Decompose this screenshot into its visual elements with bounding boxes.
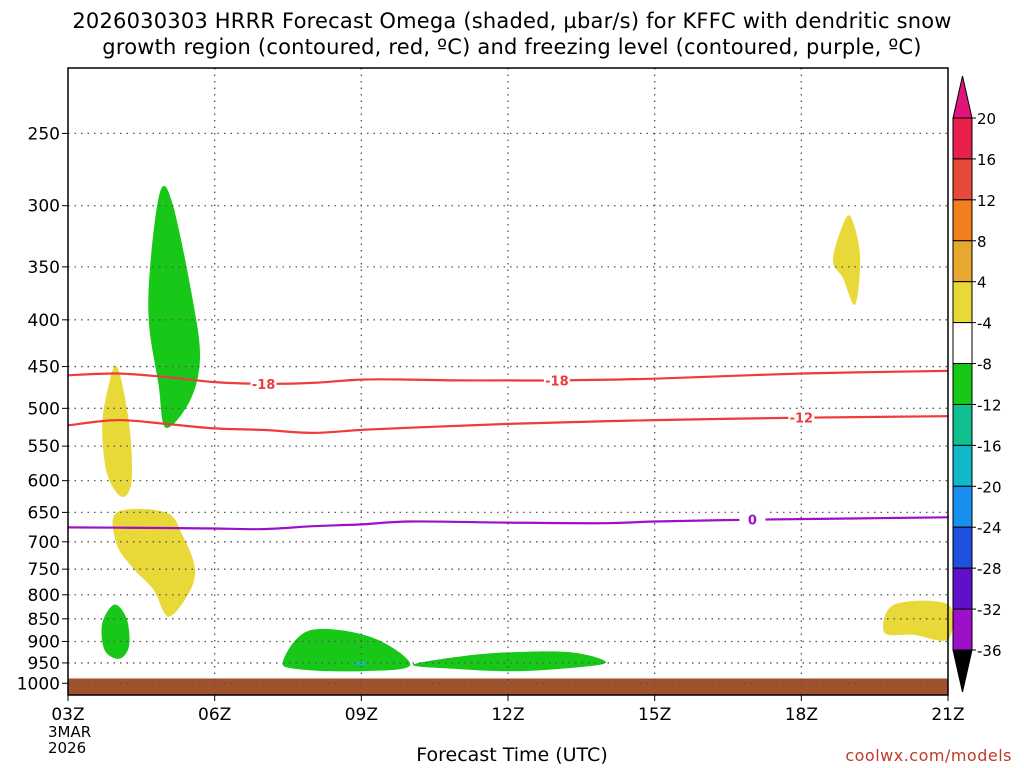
x-tick-label-15Z: 15Z [638,705,671,725]
x-tick-label-09Z: 09Z [345,705,378,725]
y-tick-label-500: 500 [28,399,60,419]
colorbar-band-3 [952,240,973,283]
omega-yellow-upper-right [833,215,861,306]
omega-green-boundary-2 [412,651,606,672]
dendritic-bottom-line [67,415,949,435]
omega-teal-spot [351,661,369,666]
start-date-year: 2026 [48,739,87,757]
chart-title-line-1: 2026030303 HRRR Forecast Omega (shaded, … [72,9,952,33]
colorbar-top-arrow [952,75,973,119]
omega-green-boundary-1 [282,628,411,672]
colorbar-label-11: -28 [977,560,1002,578]
x-tick-label-06Z: 06Z [198,705,231,725]
x-tick-label-03Z: 03Z [51,705,84,725]
freezing-level-line [67,516,949,531]
y-tick-label-300: 300 [28,197,60,217]
x-tick-label-12Z: 12Z [491,705,524,725]
colorbar-label-2: 12 [977,192,996,210]
colorbar-bottom-arrow [952,649,973,693]
omega-green-upper [148,185,201,428]
dendritic-bottom-label-bg-0 [788,409,815,426]
dendritic-top-label-bg-1 [543,372,570,389]
y-tick-label-850: 850 [28,610,60,630]
dendritic-top-label-1: -18 [545,374,569,389]
colorbar: 20 16 12 8 4 -4 -8 -12 -16 -20 -24 -28 -32 -36 [952,75,1002,693]
y-tick-label-1000: 1000 [17,674,60,694]
colorbar-label-4: 4 [977,274,987,292]
y-tick-label-650: 650 [28,503,60,523]
y-tick-label-550: 550 [28,437,60,457]
start-date-day: 3MAR [48,723,92,741]
credit-link[interactable]: coolwx.com/models [845,746,1012,765]
colorbar-band-8 [952,444,973,487]
y-tick-label-950: 950 [28,654,60,674]
colorbar-band-2 [952,199,973,242]
contours: -18 -18 -12 0 [67,369,949,531]
dendritic-top-label-0: -18 [252,378,276,393]
colorbar-band-0 [952,117,973,160]
freezing-level-label-0: 0 [748,514,757,529]
y-tick-label-250: 250 [28,124,60,144]
colorbar-label-9: -20 [977,478,1002,496]
y-tick-label-700: 700 [28,533,60,553]
y-tick-label-350: 350 [28,258,60,278]
y-tick-label-900: 900 [28,632,60,652]
y-tick-label-800: 800 [28,586,60,606]
colorbar-band-5 [952,322,973,365]
omega-yellow-lowlevel-right [883,600,954,641]
colorbar-band-4 [952,281,973,324]
colorbar-label-5: -4 [977,315,992,333]
x-axis-title: Forecast Time (UTC) [416,744,608,766]
omega-shading [101,185,954,672]
colorbar-label-1: 16 [977,151,996,169]
x-tick-label-18Z: 18Z [785,705,818,725]
colorbar-label-3: 8 [977,233,987,251]
y-tick-label-450: 450 [28,358,60,378]
chart-title: 2026030303 HRRR Forecast Omega (shaded, … [0,8,1024,60]
colorbar-label-0: 20 [977,110,996,128]
y-tick-label-600: 600 [28,472,60,492]
colorbar-label-6: -8 [977,356,992,374]
omega-yellow-lower [112,508,196,617]
chart-title-line-2: growth region (contoured, red, ºC) and f… [102,35,922,59]
omega-yellow-midlevel [102,365,133,497]
colorbar-label-8: -16 [977,437,1002,455]
dendritic-top-line [67,369,949,385]
colorbar-band-7 [952,403,973,446]
colorbar-label-7: -12 [977,396,1002,414]
omega-green-lowlevel-left [101,604,130,659]
start-date-label: 3MAR 2026 [48,724,91,756]
colorbar-band-1 [952,158,973,201]
colorbar-label-10: -24 [977,519,1002,537]
colorbar-label-12: -32 [977,601,1002,619]
y-tick-label-750: 750 [28,560,60,580]
colorbar-band-12 [952,608,973,651]
x-tick-label-21Z: 21Z [931,705,964,725]
axes: 2503003504004505005506006507007508008509… [17,124,965,725]
y-tick-label-400: 400 [28,311,60,331]
colorbar-band-6 [952,363,973,405]
dendritic-top-label-bg-0 [250,375,277,392]
freezing-level-label-bg-0 [739,511,766,528]
colorbar-label-13: -36 [977,642,1002,660]
colorbar-band-11 [952,567,973,610]
dendritic-bottom-label-0: -12 [790,412,814,427]
colorbar-band-9 [952,485,973,528]
colorbar-band-10 [952,526,973,569]
